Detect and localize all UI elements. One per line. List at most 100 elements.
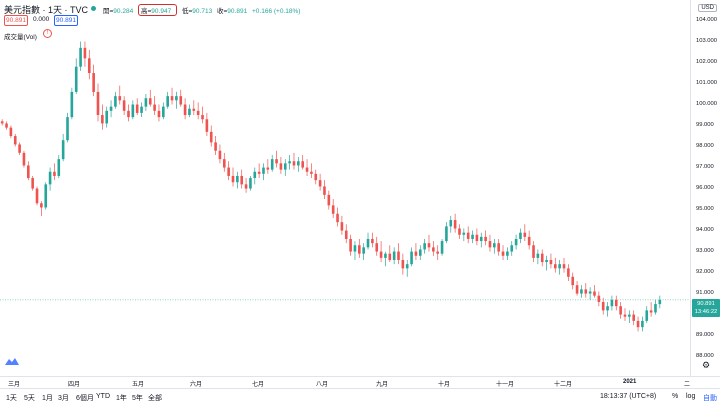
gear-icon[interactable]: ⚙ (702, 360, 711, 370)
currency-label[interactable]: USD (698, 4, 717, 12)
candle (118, 85, 122, 105)
y-tick-label: 101.000 (696, 79, 717, 86)
candle (236, 171, 239, 189)
sell-price-button[interactable]: 90.891 (4, 15, 28, 26)
y-tick-label: 93.000 (696, 247, 714, 254)
candle (449, 215, 453, 233)
candle-body (423, 243, 426, 250)
candle (301, 154, 304, 170)
candle-body (362, 247, 365, 254)
range-button[interactable]: 5天 (24, 395, 35, 402)
candle (61, 133, 65, 162)
candle (484, 230, 487, 246)
clock[interactable]: 18:13:37 (UTC+8) (600, 393, 657, 400)
candle-body (222, 159, 226, 168)
candle-body (314, 173, 318, 181)
candle (440, 238, 444, 256)
candle-body (283, 163, 287, 170)
candle (575, 280, 579, 296)
candle-body (27, 165, 30, 179)
range-button[interactable]: 6個月 (76, 395, 94, 402)
candle-body (201, 115, 204, 120)
candle (183, 98, 187, 120)
candle-body (79, 47, 82, 67)
candle-body (61, 140, 65, 160)
candle (222, 152, 226, 172)
candle-body (70, 91, 74, 118)
candle-body (614, 299, 618, 307)
y-tick-label: 95.000 (696, 205, 714, 212)
candle (179, 89, 183, 107)
candle (327, 190, 331, 210)
candle-body (18, 144, 21, 153)
candle-body (445, 226, 448, 242)
candle-body (275, 159, 278, 164)
y-tick-label: 102.000 (696, 58, 717, 65)
candle-body (371, 238, 374, 244)
candle-body (440, 241, 444, 254)
candle (553, 257, 557, 273)
candle (388, 245, 392, 263)
candle-body (144, 98, 148, 107)
candle (105, 106, 109, 128)
candle-body (432, 247, 435, 252)
candle-body (532, 245, 535, 258)
candle-body (336, 213, 339, 223)
candle (44, 182, 48, 210)
candle (497, 238, 500, 256)
range-button[interactable]: 全部 (148, 395, 162, 402)
candle-body (658, 299, 662, 305)
buy-price-button[interactable]: 90.891 (54, 15, 78, 26)
candle-body (53, 171, 56, 176)
range-button[interactable]: YTD (96, 393, 110, 400)
candle (432, 241, 435, 256)
candle-body (0, 121, 4, 124)
candle-body (405, 264, 409, 269)
y-tick-label: 92.000 (696, 268, 714, 275)
candle-body (410, 251, 413, 265)
alert-icon[interactable]: ! (43, 29, 52, 38)
candle-body (66, 117, 69, 141)
open-value: 90.284 (113, 8, 134, 15)
volume-label[interactable]: 成交量(Vol) (4, 34, 37, 41)
candle-body (109, 106, 113, 111)
high-value: 90.947 (151, 8, 172, 15)
candle-body (497, 243, 500, 252)
candle-body (597, 295, 601, 302)
candle-body (209, 131, 213, 143)
candle (249, 175, 252, 191)
candle (297, 157, 300, 172)
candle (514, 234, 518, 250)
candle-body (35, 188, 39, 204)
range-button[interactable]: 3月 (58, 395, 69, 402)
auto-scale-toggle[interactable]: 自動 (703, 395, 717, 402)
candle-body (523, 232, 527, 237)
candle (257, 163, 261, 179)
candle (628, 310, 631, 323)
candle-body (327, 194, 331, 206)
range-button[interactable]: 1月 (42, 395, 53, 402)
range-button[interactable]: 1天 (6, 395, 17, 402)
price-axis[interactable]: USD 104.000 103.000 102.000 101.000 100.000 9… (690, 0, 720, 376)
candle-body (549, 259, 553, 265)
range-button[interactable]: 1年 (116, 395, 127, 402)
range-button[interactable]: 5年 (132, 395, 143, 402)
symbol-title[interactable]: 美元指數 · 1天 · TVC (4, 5, 89, 15)
candle (96, 83, 100, 122)
y-tick-label: 88.000 (696, 352, 714, 359)
candle-body (379, 251, 383, 258)
candle-body (462, 232, 466, 235)
candle (74, 58, 78, 95)
x-tick-label: 五月 (132, 382, 145, 388)
high-highlight: 高=90.947 (138, 4, 178, 16)
candlestick-chart[interactable] (0, 0, 690, 376)
candle-body (562, 264, 566, 269)
candle (318, 173, 322, 191)
log-toggle[interactable]: log (686, 393, 696, 400)
candle (488, 234, 492, 252)
candle (601, 297, 605, 315)
candle-body (401, 259, 405, 269)
candle (262, 163, 265, 181)
chart-area[interactable] (0, 0, 690, 376)
percent-toggle[interactable]: % (672, 393, 679, 400)
